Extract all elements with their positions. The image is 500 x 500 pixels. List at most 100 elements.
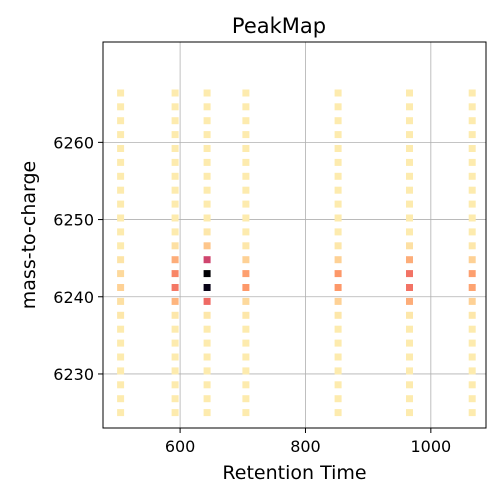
heatmap-cell: [468, 339, 476, 347]
x-tick-label: 800: [290, 437, 321, 456]
heatmap-cell: [468, 103, 476, 111]
heatmap-cell: [334, 311, 342, 319]
heatmap-cell: [406, 381, 413, 389]
heatmap-cell: [203, 131, 211, 139]
heatmap-cell: [171, 228, 179, 236]
heatmap-cell: [334, 103, 342, 111]
y-axis-label: mass-to-charge: [18, 161, 40, 309]
heatmap-cell: [334, 131, 342, 139]
heatmap-cell: [171, 325, 179, 333]
heatmap-cell: [242, 339, 250, 347]
heatmap-cell: [242, 89, 250, 97]
heatmap-cell: [334, 256, 342, 264]
heatmap-cell: [203, 186, 211, 194]
heatmap-cell: [468, 214, 476, 222]
heatmap-cell: [117, 117, 125, 125]
heatmap-cell: [203, 311, 211, 319]
heatmap-cell: [171, 395, 179, 403]
heatmap-cell: [334, 284, 342, 291]
heatmap-cell: [117, 297, 125, 305]
heatmap-cell: [242, 117, 250, 125]
heatmap-cell: [242, 200, 250, 208]
heatmap-cell: [406, 297, 413, 305]
heatmap-cell: [406, 284, 413, 291]
heatmap-cell: [468, 381, 476, 389]
heatmap-cell: [468, 367, 476, 375]
heatmap-cell: [334, 297, 342, 305]
heatmap-cell: [406, 270, 413, 278]
heatmap-cell: [117, 409, 125, 417]
heatmap-cell: [203, 381, 211, 389]
heatmap-cell: [468, 145, 476, 152]
heatmap-cell: [117, 145, 125, 152]
heatmap-cell: [468, 353, 476, 361]
heatmap-cell: [171, 409, 179, 417]
heatmap-cell: [171, 311, 179, 319]
heatmap-cell: [242, 297, 250, 305]
heatmap-cell: [171, 145, 179, 152]
heatmap-cell: [203, 172, 211, 180]
heatmap-cell: [406, 395, 413, 403]
y-tick-label: 6250: [53, 211, 94, 230]
heatmap-cell: [406, 131, 413, 139]
heatmap-cell: [468, 158, 476, 166]
heatmap-cell: [406, 117, 413, 125]
heatmap-cell: [117, 214, 125, 222]
heatmap-cell: [203, 228, 211, 236]
heatmap-cell: [242, 186, 250, 194]
heatmap-cell: [117, 367, 125, 375]
heatmap-cell: [203, 270, 211, 278]
heatmap-cell: [203, 214, 211, 222]
heatmap-cell: [203, 242, 211, 250]
heatmap-cell: [334, 395, 342, 403]
heatmap-cell: [203, 117, 211, 125]
heatmap-cell: [203, 395, 211, 403]
heatmap-cell: [203, 297, 211, 305]
heatmap-cell: [117, 381, 125, 389]
heatmap-cell: [334, 270, 342, 278]
heatmap-cell: [242, 311, 250, 319]
heatmap-cell: [242, 214, 250, 222]
heatmap-cell: [203, 89, 211, 97]
heatmap-cell: [203, 353, 211, 361]
heatmap-cell: [117, 270, 125, 278]
heatmap-cell: [117, 353, 125, 361]
heatmap-cell: [203, 284, 211, 291]
heatmap-cell: [242, 103, 250, 111]
y-axis-ticks: 6230 6240 6250 6260: [53, 133, 103, 384]
heatmap-cell: [171, 131, 179, 139]
heatmap-cell: [468, 186, 476, 194]
heatmap-cell: [117, 186, 125, 194]
heatmap-cell: [242, 228, 250, 236]
heatmap-cell: [334, 158, 342, 166]
y-tick-label: 6240: [53, 288, 94, 307]
y-tick-label: 6260: [53, 133, 94, 152]
heatmap-cell: [406, 172, 413, 180]
heatmap-cell: [242, 131, 250, 139]
heatmap-cell: [242, 145, 250, 152]
heatmap-cell: [242, 284, 250, 291]
heatmap-cell: [203, 409, 211, 417]
heatmap-cell: [334, 145, 342, 152]
heatmap-cell: [242, 325, 250, 333]
x-axis-label: Retention Time: [222, 462, 366, 484]
heatmap-cell: [334, 325, 342, 333]
heatmap-cell: [406, 242, 413, 250]
y-tick-label: 6230: [53, 365, 94, 384]
plot-frame: [102, 41, 487, 429]
heatmap-cell: [406, 89, 413, 97]
heatmap-cell: [117, 103, 125, 111]
heatmap-cell: [468, 284, 476, 291]
heatmap-cell: [203, 325, 211, 333]
heatmap-cell: [117, 311, 125, 319]
heatmap-cell: [117, 158, 125, 166]
heatmap-cell: [171, 339, 179, 347]
heatmap-cell: [117, 89, 125, 97]
heatmap-cell: [334, 186, 342, 194]
heatmap-cell: [171, 256, 179, 264]
heatmap-cell: [334, 339, 342, 347]
heatmap-cell: [406, 158, 413, 166]
heatmap-cell: [334, 172, 342, 180]
heatmap-cell: [468, 242, 476, 250]
heatmap-cell: [406, 186, 413, 194]
